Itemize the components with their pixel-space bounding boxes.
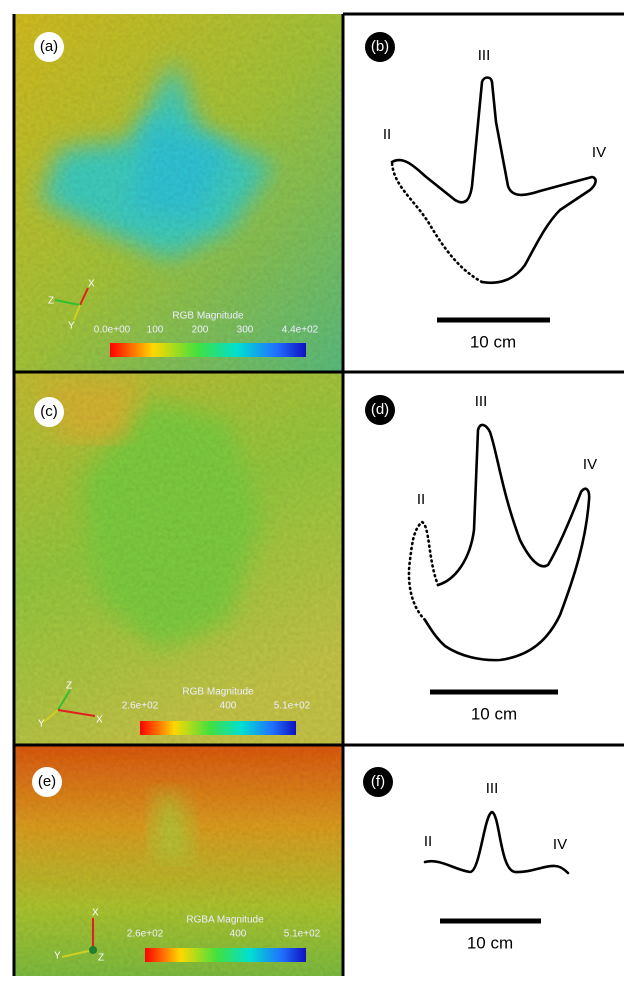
footprint-outline-b [392, 78, 596, 321]
axis-label: Z [66, 681, 72, 692]
colorbar-tick: 400 [230, 929, 247, 940]
figure: (a) (b) (c) (d) (e) (f) RGB Magnitude 0.… [0, 0, 624, 976]
colorbar-title: RGB Magnitude [182, 687, 254, 698]
colorbar-tick: 100 [147, 325, 164, 336]
colorbar-tick: 2.6e+02 [127, 929, 164, 940]
digit-label: IV [592, 144, 606, 161]
digit-label: III [475, 393, 488, 410]
scale-label: 10 cm [471, 704, 517, 723]
colorbar-title: RGB Magnitude [172, 311, 244, 322]
panel-label: (a) [40, 38, 58, 55]
axis-label: X [88, 279, 95, 290]
height-map-e [14, 745, 343, 976]
digit-label: II [417, 491, 425, 508]
axis-label: Y [38, 719, 45, 730]
height-map-c [14, 372, 343, 745]
axis-label: Z [48, 296, 54, 307]
scale-label: 10 cm [467, 933, 513, 952]
colorbar-title: RGBA Magnitude [186, 915, 264, 926]
axis-label: Z [98, 953, 104, 964]
axis-label: Y [54, 951, 61, 962]
digit-label: III [486, 780, 499, 797]
colorbar-tick: 200 [192, 325, 209, 336]
colorbar-tick: 5.1e+02 [284, 929, 321, 940]
scale-label: 10 cm [470, 332, 516, 351]
panel-label: (c) [40, 403, 58, 420]
panel-label: (f) [371, 773, 385, 790]
colorbar-tick: 400 [220, 701, 237, 712]
digit-label: II [383, 126, 391, 143]
axis-label: X [96, 715, 103, 726]
panel-label: (e) [38, 773, 56, 790]
panel-label: (d) [371, 401, 389, 418]
footprint-outline-d [409, 425, 589, 692]
colorbar-tick: 5.1e+02 [274, 701, 311, 712]
digit-label: III [478, 47, 491, 64]
panel-label: (b) [371, 38, 389, 55]
digit-label: IV [583, 456, 597, 473]
page: {"panels":[ {"label":"(a)","colorbar":{"… [0, 0, 624, 976]
digit-label: II [424, 833, 432, 850]
axis-label: X [92, 908, 99, 919]
colorbar-tick: 0.0e+00 [94, 325, 131, 336]
footprint-outline-f [425, 812, 568, 921]
axis-label: Y [68, 321, 75, 332]
colorbar-tick: 2.6e+02 [122, 701, 159, 712]
colorbar-tick: 4.4e+02 [282, 325, 319, 336]
colorbar-tick: 300 [237, 325, 254, 336]
digit-label: IV [553, 836, 567, 853]
